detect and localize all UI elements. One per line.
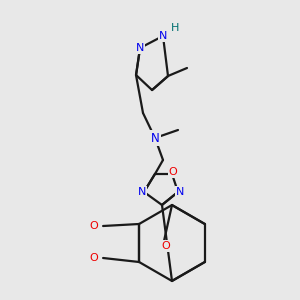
Text: N: N xyxy=(159,31,167,41)
Text: O: O xyxy=(89,253,98,263)
Text: O: O xyxy=(89,221,98,231)
Text: H: H xyxy=(171,23,179,33)
Text: O: O xyxy=(162,241,170,251)
Text: N: N xyxy=(176,187,184,197)
Text: O: O xyxy=(169,167,177,177)
Text: N: N xyxy=(138,187,146,197)
Text: N: N xyxy=(136,43,144,53)
Text: N: N xyxy=(151,131,159,145)
